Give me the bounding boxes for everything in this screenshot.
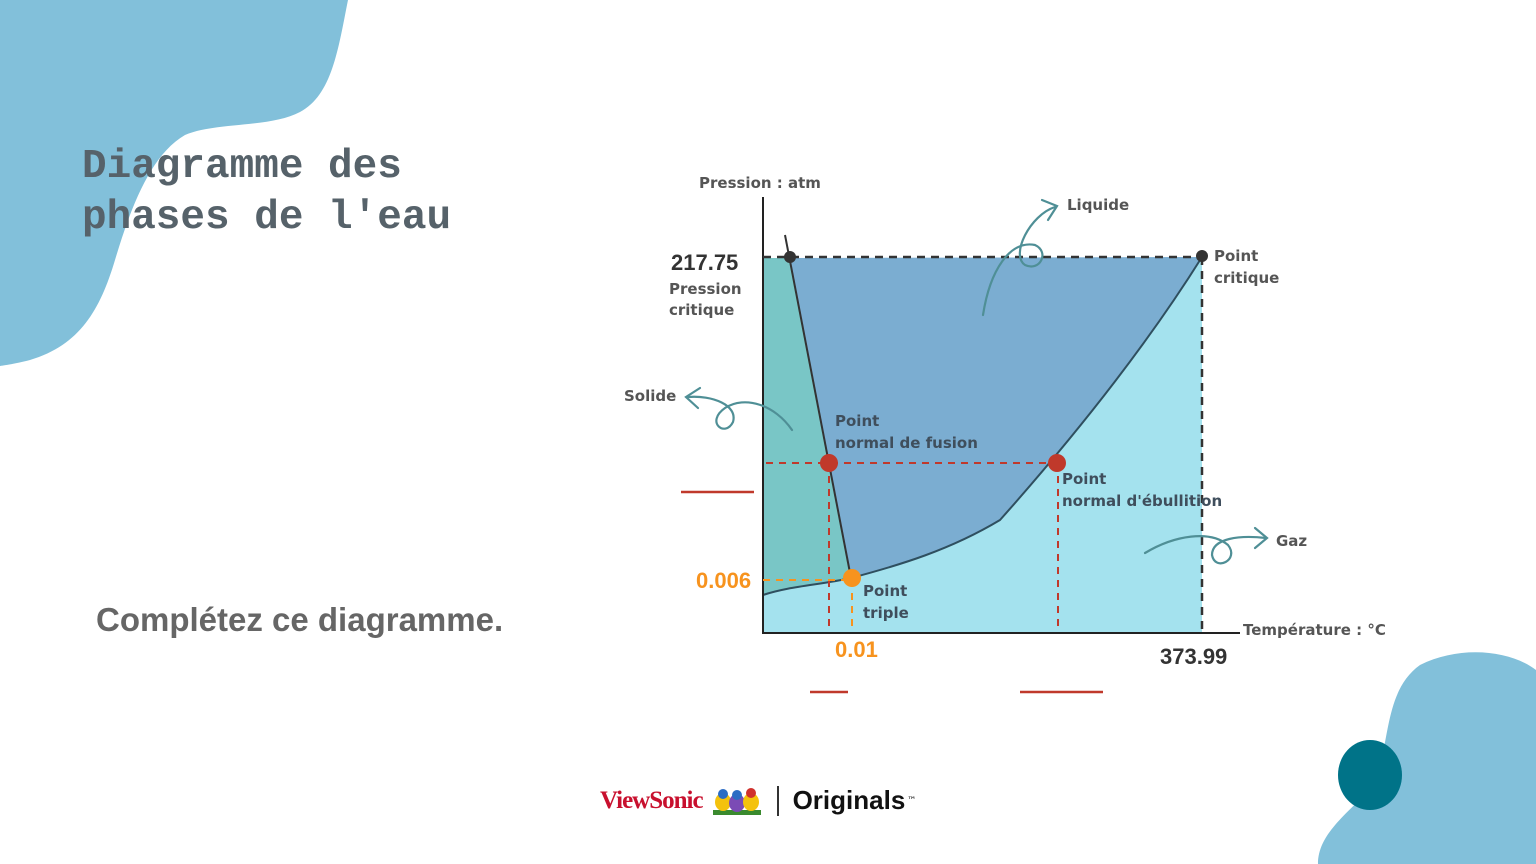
trademark: ™ <box>907 795 917 806</box>
viewsonic-wordmark: ViewSonic <box>600 786 704 814</box>
phase-label-liquid: Liquide <box>1067 196 1129 214</box>
liquid-arrow-icon <box>981 198 1059 317</box>
solid-region <box>763 258 851 595</box>
solid-arrow-icon <box>684 386 794 432</box>
boiling-point-label-1: Point <box>1062 470 1106 488</box>
phase-label-gas: Gaz <box>1276 532 1307 550</box>
fusion-point-dot <box>820 454 838 472</box>
slide-title-line-1: Diagramme des <box>82 144 402 190</box>
triple-point-label-1: Point <box>863 582 907 600</box>
vaporization-curve <box>850 256 1203 579</box>
slide-title: Diagramme des phases de l'eau <box>82 142 451 244</box>
decor-blob-top-left <box>0 0 348 366</box>
fusion-point-label-2: normal de fusion <box>835 434 978 452</box>
phase-label-solid: Solide <box>624 387 676 405</box>
critical-pressure-value: 217.75 <box>671 250 738 275</box>
birds-logo-icon <box>712 787 761 815</box>
originals-wordmark: Originals <box>792 785 906 815</box>
brand-logo: ViewSonic Originals ™ <box>600 785 916 816</box>
critical-point-label-2: critique <box>1214 269 1279 287</box>
liquid-region <box>790 257 1202 578</box>
boiling-point-dot <box>1048 454 1066 472</box>
y-axis-label: Pression : atm <box>699 174 821 192</box>
instruction-text: Complétez ce diagramme. <box>96 601 504 638</box>
critical-point-dot <box>1196 250 1208 262</box>
fusion-point-label-1: Point <box>835 412 879 430</box>
gas-arrow-icon <box>1143 526 1269 565</box>
decor-blob-dark <box>1338 740 1402 810</box>
critical-temp-value: 373.99 <box>1160 644 1227 669</box>
fusion-curve-top-dot <box>784 251 796 263</box>
critical-pressure-label-1: Pression <box>669 280 742 298</box>
triple-pressure-value: 0.006 <box>696 568 751 593</box>
boiling-point-label-2: normal d'ébullition <box>1062 492 1222 510</box>
decor-blob-bottom-right <box>1318 652 1536 864</box>
critical-point-label-1: Point <box>1214 247 1258 265</box>
logo-separator <box>776 785 779 816</box>
gas-region <box>763 257 1202 632</box>
critical-pressure-label-2: critique <box>669 301 734 319</box>
slide-title-line-2: phases de l'eau <box>82 195 452 241</box>
triple-point-dot <box>843 569 861 587</box>
fusion-curve <box>784 234 852 579</box>
triple-point-label-2: triple <box>863 604 909 622</box>
x-axis-label: Température : °C <box>1243 621 1386 639</box>
triple-temp-value: 0.01 <box>835 637 878 662</box>
